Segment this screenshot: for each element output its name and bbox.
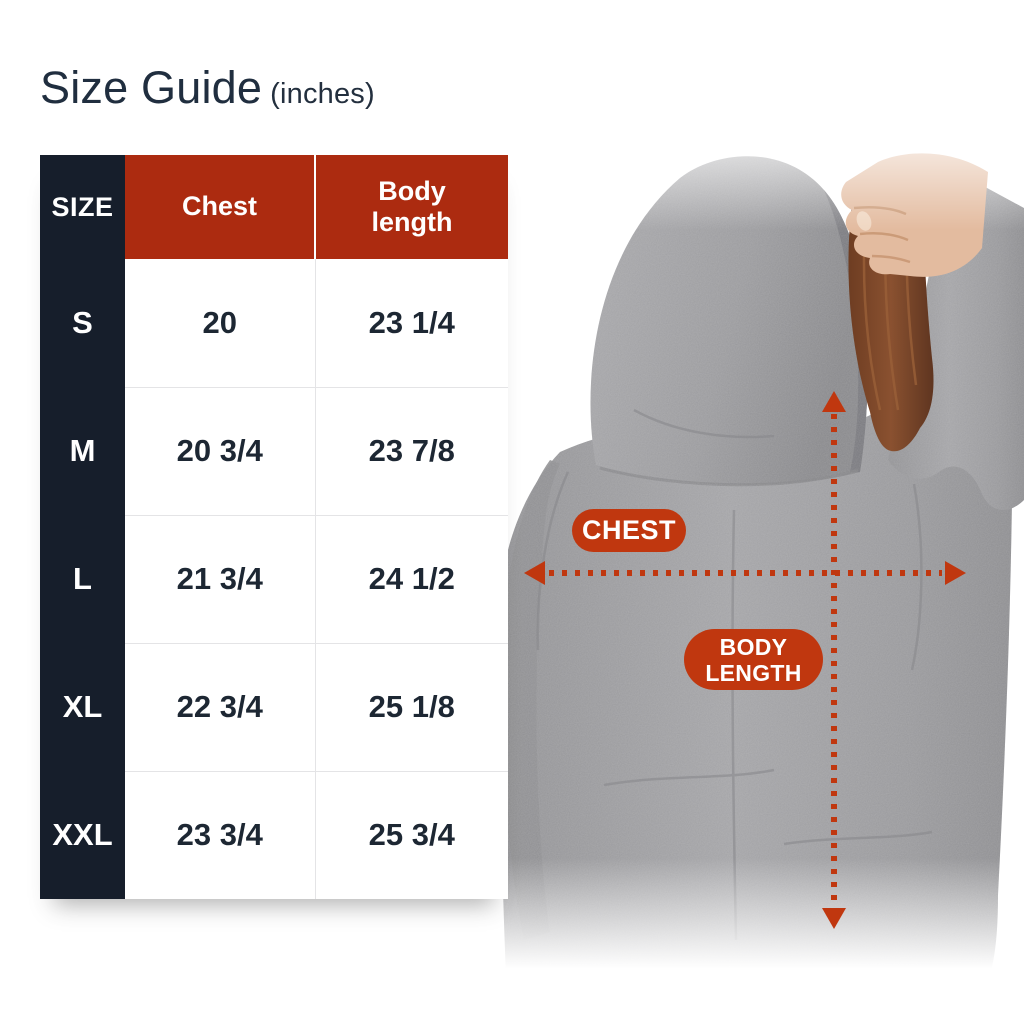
- body-length-arrow-up-icon: [822, 391, 846, 412]
- body-length-value: 25 1/8: [314, 642, 508, 771]
- chest-value: 20: [125, 259, 315, 387]
- size-label: XL: [40, 643, 125, 771]
- table-row-s: S 20 23 1/4: [40, 259, 508, 387]
- column-header-body-length: Body length: [314, 155, 508, 259]
- photo-bottom-fade: [484, 858, 1024, 993]
- table-row-l: L 21 3/4 24 1/2: [40, 514, 508, 643]
- size-label: XXL: [40, 771, 125, 899]
- size-guide-table: SIZE Chest Body length S 20 23 1/4 M 20 …: [40, 155, 508, 899]
- body-length-value: 23 1/4: [314, 259, 508, 387]
- size-label: L: [40, 515, 125, 643]
- chest-label: CHEST: [581, 515, 676, 545]
- chest-arrow-right-icon: [945, 561, 966, 585]
- table-row-xxl: XXL 23 3/4 25 3/4: [40, 770, 508, 899]
- column-header-size: SIZE: [40, 155, 125, 259]
- body-length-measure-dotted-line: [831, 414, 837, 906]
- size-label: M: [40, 387, 125, 515]
- column-header-chest: Chest: [125, 155, 315, 259]
- page-title-text: Size Guide: [40, 62, 263, 113]
- page-title: Size Guide (inches): [40, 62, 375, 114]
- chest-value: 21 3/4: [125, 514, 315, 643]
- chest-value: 23 3/4: [125, 770, 315, 899]
- size-label: S: [40, 259, 125, 387]
- body-length-value: 25 3/4: [314, 770, 508, 899]
- table-header: SIZE Chest Body length: [40, 155, 508, 259]
- body-length-label-pill: BODY LENGTH: [684, 629, 823, 690]
- chest-arrow-left-icon: [524, 561, 545, 585]
- body-length-value: 23 7/8: [314, 386, 508, 515]
- body-length-arrow-down-icon: [822, 908, 846, 929]
- hoodie-model-photo: [499, 153, 1024, 975]
- chest-label-pill: CHEST: [572, 509, 686, 552]
- chest-value: 20 3/4: [125, 386, 315, 515]
- page-title-unit: (inches): [270, 78, 375, 110]
- body-length-value: 24 1/2: [314, 514, 508, 643]
- body-length-label: BODY LENGTH: [705, 633, 802, 686]
- photo-top-fade: [484, 80, 1024, 230]
- chest-value: 22 3/4: [125, 642, 315, 771]
- chest-measure-dotted-line: [549, 570, 942, 576]
- table-row-m: M 20 3/4 23 7/8: [40, 386, 508, 515]
- table-row-xl: XL 22 3/4 25 1/8: [40, 642, 508, 771]
